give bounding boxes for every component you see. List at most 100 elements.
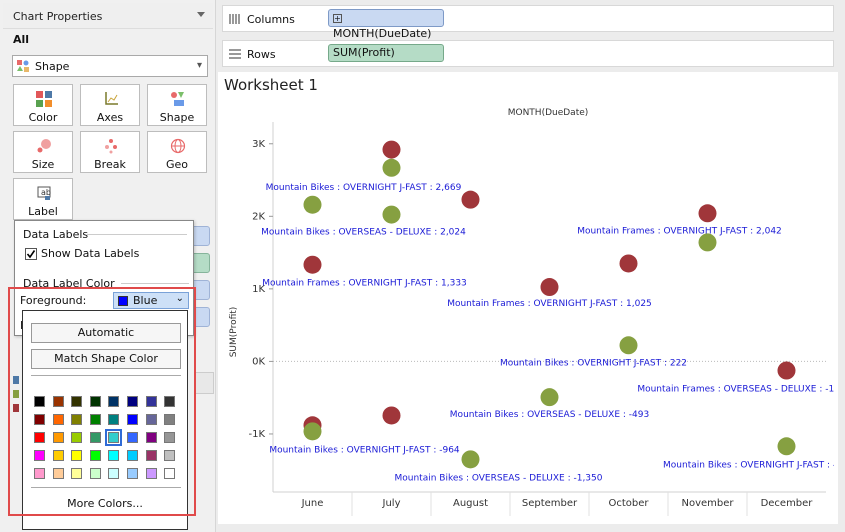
- color-swatch[interactable]: [71, 414, 83, 425]
- match-shape-color-button[interactable]: Match Shape Color: [31, 349, 181, 369]
- data-point: [540, 278, 559, 297]
- grid: [272, 122, 826, 516]
- x-tick-label: July: [382, 498, 401, 509]
- color-swatch[interactable]: [127, 432, 138, 443]
- color-swatch[interactable]: [145, 468, 157, 479]
- x-tick-label: November: [681, 498, 734, 509]
- show-data-labels-checkbox[interactable]: [25, 248, 37, 260]
- color-swatch[interactable]: [108, 450, 120, 461]
- shape-card-button[interactable]: Shape: [147, 84, 207, 126]
- card-label: Break: [94, 158, 126, 171]
- color-swatch[interactable]: [71, 396, 83, 407]
- data-point: [698, 233, 717, 252]
- y-tick-label: -1K: [248, 429, 265, 440]
- rows-label: Rows: [247, 48, 276, 61]
- y-tick-label: 2K: [252, 211, 265, 222]
- columns-grip-icon: [229, 14, 240, 24]
- color-swatch[interactable]: [52, 432, 64, 443]
- color-swatch[interactable]: [89, 414, 101, 425]
- size-icon: [37, 139, 51, 153]
- color-swatch[interactable]: [34, 414, 45, 425]
- foreground-label: Foreground:: [20, 294, 87, 307]
- break-card-button[interactable]: Break: [80, 131, 140, 173]
- shape-mark-icon: [17, 60, 29, 72]
- color-swatch[interactable]: [89, 432, 101, 443]
- scatter-chart: MONTH(DueDate) SUM(Profit) 3K 2K 1K 0K -1K J…: [229, 108, 834, 516]
- color-swatch[interactable]: [127, 396, 138, 407]
- card-label: Size: [31, 158, 55, 171]
- color-swatch[interactable]: [34, 432, 45, 443]
- y-axis-label: SUM(Profit): [229, 307, 239, 358]
- color-swatch[interactable]: [108, 414, 120, 425]
- color-icon: [36, 91, 52, 107]
- show-data-labels-label: Show Data Labels: [41, 247, 140, 260]
- color-swatch[interactable]: [127, 414, 138, 425]
- color-swatch[interactable]: [105, 429, 123, 446]
- worksheet-title: Worksheet 1: [224, 76, 318, 94]
- panel-header[interactable]: Chart Properties: [3, 3, 213, 29]
- chevron-down-icon[interactable]: [197, 12, 205, 17]
- size-card-button[interactable]: Size: [13, 131, 73, 173]
- data-point: [461, 190, 480, 209]
- color-swatch[interactable]: [71, 450, 83, 461]
- label-card-button[interactable]: ab Label: [13, 178, 73, 220]
- divider: [31, 487, 181, 488]
- x-tick-label: June: [301, 498, 324, 509]
- color-swatch[interactable]: [52, 396, 64, 407]
- label-icon: ab: [37, 186, 51, 200]
- rows-pill-label: SUM(Profit): [333, 46, 395, 59]
- card-label: Label: [28, 205, 58, 218]
- color-swatch[interactable]: [89, 450, 101, 461]
- data-label: Mountain Bikes : OVERNIGHT J-FAST : -964: [269, 445, 460, 455]
- expand-plus-icon[interactable]: +: [333, 13, 342, 23]
- color-swatch[interactable]: [127, 468, 138, 479]
- break-icon: [105, 139, 117, 154]
- data-label-color-title: Data Label Color: [23, 277, 115, 290]
- data-label: Mountain Bikes : OVERNIGHT J-FAST : 2,66…: [266, 183, 462, 193]
- color-swatch[interactable]: [164, 396, 176, 407]
- data-point: [619, 254, 638, 273]
- all-marks-label: All: [13, 33, 30, 46]
- automatic-color-button[interactable]: Automatic: [31, 323, 181, 343]
- color-card-button[interactable]: Color: [13, 84, 73, 126]
- color-swatch[interactable]: [145, 432, 157, 443]
- data-point: [303, 422, 322, 441]
- columns-pill[interactable]: + MONTH(DueDate): [328, 9, 444, 40]
- rows-pill[interactable]: SUM(Profit): [328, 44, 444, 62]
- color-swatch[interactable]: [89, 468, 101, 479]
- columns-label: Columns: [247, 13, 295, 26]
- color-swatch[interactable]: [71, 432, 83, 443]
- color-swatch[interactable]: [108, 396, 120, 407]
- mark-type-dropdown[interactable]: Shape ▾: [12, 55, 208, 77]
- foreground-color-dropdown[interactable]: Blue ⌄: [113, 292, 189, 309]
- panel-title: Chart Properties: [13, 10, 103, 23]
- color-swatch[interactable]: [164, 468, 176, 479]
- color-swatch[interactable]: [34, 450, 45, 461]
- data-label: Mountain Frames : OVERSEAS - DELUXE : -1…: [637, 385, 834, 395]
- color-swatch[interactable]: [89, 396, 101, 407]
- color-swatch[interactable]: [52, 468, 64, 479]
- rows-grip-icon: [229, 49, 241, 59]
- color-swatch[interactable]: [108, 468, 120, 479]
- data-point: [777, 437, 796, 456]
- color-swatch[interactable]: [52, 450, 64, 461]
- more-colors-button[interactable]: More Colors...: [67, 497, 143, 510]
- color-swatch[interactable]: [34, 396, 45, 407]
- color-swatch[interactable]: [127, 450, 138, 461]
- color-swatch[interactable]: [52, 414, 64, 425]
- chart-title: MONTH(DueDate): [508, 108, 589, 118]
- color-swatch[interactable]: [71, 468, 83, 479]
- color-swatch[interactable]: [164, 450, 176, 461]
- color-swatch[interactable]: [145, 396, 157, 407]
- axes-card-button[interactable]: Axes: [80, 84, 140, 126]
- data-label: Mountain Bikes : OVERNIGHT J-FAST : -1,1…: [663, 460, 834, 470]
- worksheet-canvas: [218, 72, 838, 524]
- color-swatch[interactable]: [164, 432, 176, 443]
- geo-card-button[interactable]: Geo: [147, 131, 207, 173]
- color-swatch[interactable]: [145, 450, 157, 461]
- color-swatch[interactable]: [145, 414, 157, 425]
- divider: [31, 375, 181, 376]
- color-swatch[interactable]: [164, 414, 176, 425]
- data-points: [303, 140, 796, 469]
- color-swatch[interactable]: [34, 468, 45, 479]
